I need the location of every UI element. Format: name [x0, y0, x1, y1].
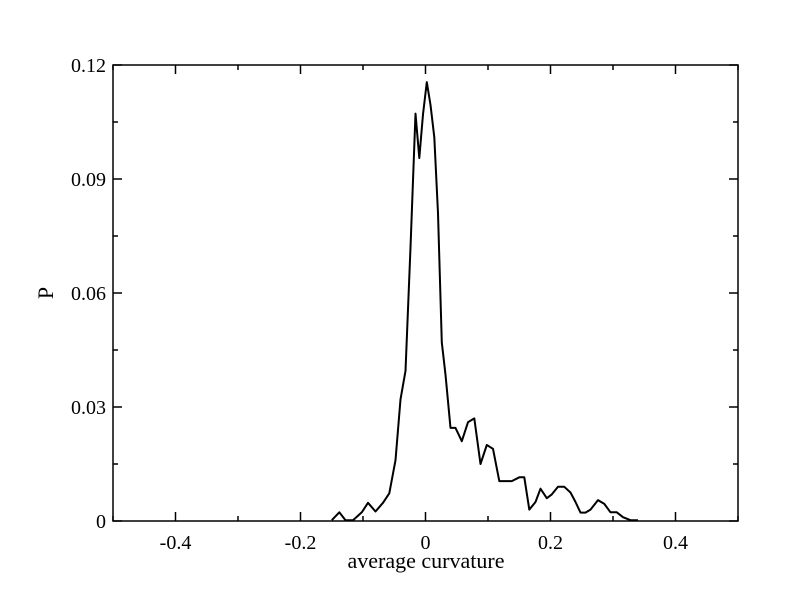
x-tick-label: -0.4: [160, 532, 192, 554]
y-tick-label: 0.12: [71, 55, 106, 77]
y-tick-label: 0: [96, 511, 106, 533]
y-tick-label: 0.03: [71, 397, 106, 419]
plot-frame: [112, 64, 739, 522]
y-tick-label: 0.06: [71, 283, 106, 305]
x-axis-label: average curvature: [348, 548, 505, 573]
tick-labels: -0.4 -0.2 0 0.2 0.4 0 0.03 0.06 0.09 0.12: [71, 55, 688, 554]
y-axis-label: P: [33, 287, 58, 299]
series-line: [331, 81, 638, 522]
tick-marks: [112, 64, 739, 522]
y-tick-label: 0.09: [71, 169, 106, 191]
series-group: [331, 81, 638, 522]
x-tick-label: -0.2: [285, 532, 317, 554]
x-tick-label: 0: [421, 532, 431, 554]
x-tick-label: 0.2: [538, 532, 563, 554]
x-tick-label: 0.4: [663, 532, 688, 554]
